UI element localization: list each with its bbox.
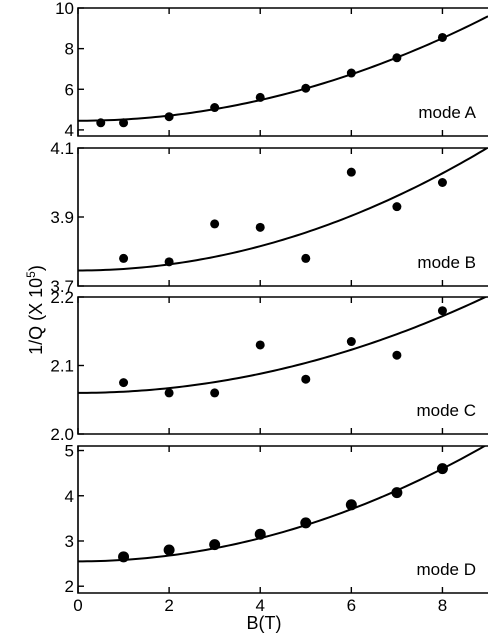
data-point xyxy=(437,178,447,187)
y-tick-label: 4 xyxy=(65,121,74,140)
fit-curve xyxy=(78,297,488,394)
y-tick-label: 2.1 xyxy=(50,357,74,376)
data-point xyxy=(255,340,265,350)
data-point xyxy=(164,388,174,398)
fit-curve xyxy=(78,446,487,563)
data-point xyxy=(119,378,129,388)
x-axis: 0 2 4 6 8 xyxy=(73,596,447,615)
data-point xyxy=(119,118,129,128)
y-tick-label: 6 xyxy=(65,80,74,99)
data-point xyxy=(96,118,106,128)
panel-mode-b: 3.7 3.9 4.1 mode B xyxy=(50,139,488,296)
data-point xyxy=(255,222,265,232)
panels: 4 6 8 10 mode A 3.7 3.9 4.1 mode B 2.0 2.1 2.2 mode … xyxy=(50,0,488,596)
panel-label: mode A xyxy=(418,103,476,122)
y-axis-title-close: ) xyxy=(26,265,46,271)
data-point xyxy=(392,202,402,212)
y-tick-label: 4 xyxy=(65,487,74,506)
data-point xyxy=(300,517,312,529)
panel-frame xyxy=(77,445,488,594)
y-tick-label: 2 xyxy=(65,577,74,596)
y-tick-label: 3.7 xyxy=(50,277,74,296)
data-point xyxy=(255,92,265,102)
x-tick-label: 4 xyxy=(255,596,264,615)
panel-label: mode D xyxy=(416,560,476,579)
data-point xyxy=(163,544,175,556)
y-tick-label: 2.0 xyxy=(50,425,74,444)
x-tick-label: 8 xyxy=(438,596,447,615)
fit-curve xyxy=(78,15,488,122)
data-point xyxy=(164,112,174,122)
data-point xyxy=(437,32,447,42)
y-axis-title: 1/Q (X 105) xyxy=(24,265,46,355)
data-point xyxy=(254,528,266,540)
fit-curve xyxy=(78,148,488,272)
data-point xyxy=(209,539,221,551)
data-point xyxy=(346,337,356,347)
data-point xyxy=(164,257,174,267)
y-tick-label: 3 xyxy=(65,532,74,551)
y-tick-label: 10 xyxy=(55,0,74,18)
data-point xyxy=(210,103,220,113)
data-point xyxy=(437,306,447,316)
x-axis-title: B(T) xyxy=(247,613,282,633)
data-point xyxy=(436,463,448,475)
data-point xyxy=(118,551,130,563)
panel-mode-a: 4 6 8 10 mode A xyxy=(55,0,488,140)
y-axis-title-main: 1/Q (X 10 xyxy=(26,278,46,355)
data-point xyxy=(210,219,220,229)
data-point xyxy=(301,83,311,93)
y-tick-label: 4.1 xyxy=(50,139,74,158)
data-point xyxy=(392,350,402,360)
data-point xyxy=(345,499,357,511)
data-point xyxy=(391,487,403,499)
y-axis-title-exponent: 5 xyxy=(24,271,38,278)
panel-label: mode B xyxy=(417,253,476,272)
x-tick-label: 6 xyxy=(347,596,356,615)
panel-frame xyxy=(77,7,488,137)
data-point xyxy=(301,374,311,384)
y-tick-label: 8 xyxy=(65,40,74,59)
panel-mode-d: 2 3 4 5 mode D xyxy=(65,442,488,596)
data-point xyxy=(346,167,356,177)
data-point xyxy=(392,53,402,63)
y-tick-label: 5 xyxy=(65,442,74,461)
y-tick-label: 2.2 xyxy=(50,288,74,307)
y-tick-label: 3.9 xyxy=(50,208,74,227)
data-point xyxy=(301,253,311,263)
panel-label: mode C xyxy=(416,401,476,420)
x-tick-label: 0 xyxy=(73,596,82,615)
data-point xyxy=(346,68,356,78)
panel-mode-c: 2.0 2.1 2.2 mode C xyxy=(50,288,488,444)
data-point xyxy=(119,253,129,263)
data-point xyxy=(210,388,220,398)
x-tick-label: 2 xyxy=(164,596,173,615)
